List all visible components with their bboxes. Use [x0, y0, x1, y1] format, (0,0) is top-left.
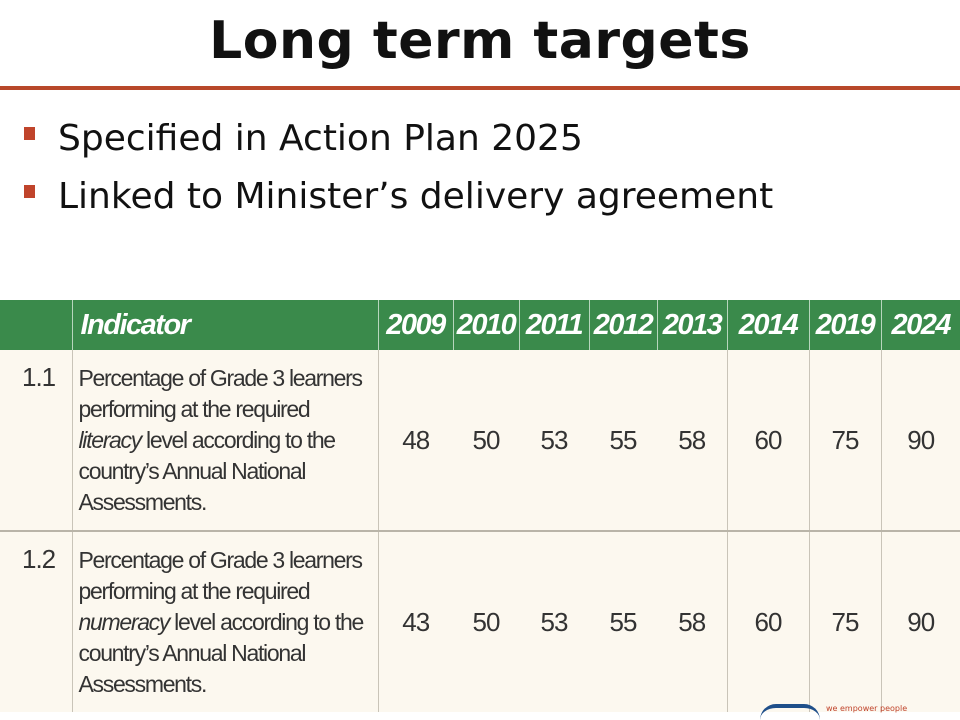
target-value: 43 [377, 531, 453, 712]
header-year: 2010 [452, 300, 519, 350]
footer-tagline: we empower people [826, 704, 908, 713]
description-emphasis: literacy [78, 426, 143, 453]
target-value: 50 [472, 606, 501, 637]
slide-title: Long term targets [209, 11, 751, 71]
header-indicator: Indicator [71, 300, 378, 350]
table-header-row: Indicator 2009 2010 2011 2012 2013 2014 … [0, 300, 960, 350]
target-value: 50 [472, 424, 501, 455]
description-emphasis: numeracy [78, 608, 171, 635]
description-text: Percentage of Grade 3 learners performin… [78, 364, 364, 422]
target-value: 90 [880, 531, 960, 712]
target-value: 90 [880, 350, 960, 531]
header-year: 2024 [880, 300, 960, 350]
table-row: 1.2 Percentage of Grade 3 learners perfo… [0, 531, 960, 712]
target-value: 75 [808, 350, 881, 531]
bullet-list: Specified in Action Plan 2025 Linked to … [24, 110, 773, 226]
header-year: 2013 [656, 300, 727, 350]
table-row: 1.1 Percentage of Grade 3 learners perfo… [0, 350, 960, 531]
target-value: 60 [726, 531, 809, 712]
square-bullet-icon [24, 185, 35, 198]
target-value: 60 [726, 350, 809, 531]
square-bullet-icon [24, 127, 35, 140]
indicator-description: Percentage of Grade 3 learners performin… [71, 350, 378, 531]
header-year: 2009 [377, 300, 453, 350]
logo-icon [760, 704, 820, 720]
bullet-text: Linked to Minister’s delivery agreement [58, 176, 774, 217]
target-value: 53 [540, 424, 569, 455]
header-year: 2011 [518, 300, 589, 350]
targets-table: Indicator 2009 2010 2011 2012 2013 2014 … [0, 300, 960, 712]
target-value: 58 [678, 424, 706, 455]
bullet-item: Linked to Minister’s delivery agreement [24, 168, 773, 226]
target-value: 55 [609, 606, 638, 637]
targets-table-container: Indicator 2009 2010 2011 2012 2013 2014 … [0, 300, 960, 712]
header-year: 2014 [726, 300, 809, 350]
indicator-description: Percentage of Grade 3 learners performin… [71, 531, 378, 712]
indicator-id: 1.1 [22, 362, 56, 392]
description-text: level according to the country’s Annual … [78, 426, 337, 515]
target-value: 58 [678, 606, 706, 637]
bullet-item: Specified in Action Plan 2025 [24, 110, 773, 168]
bullet-text: Specified in Action Plan 2025 [58, 118, 583, 159]
description-text: level according to the country’s Annual … [78, 608, 365, 697]
header-id [0, 300, 72, 350]
header-year: 2019 [808, 300, 881, 350]
indicator-id: 1.2 [22, 544, 56, 574]
target-value: 48 [377, 350, 453, 531]
target-value: 75 [808, 531, 881, 712]
description-text: Percentage of Grade 3 learners performin… [78, 546, 364, 604]
target-value: 55 [609, 424, 638, 455]
header-year: 2012 [588, 300, 657, 350]
target-value: 53 [540, 606, 569, 637]
title-divider [0, 86, 960, 90]
